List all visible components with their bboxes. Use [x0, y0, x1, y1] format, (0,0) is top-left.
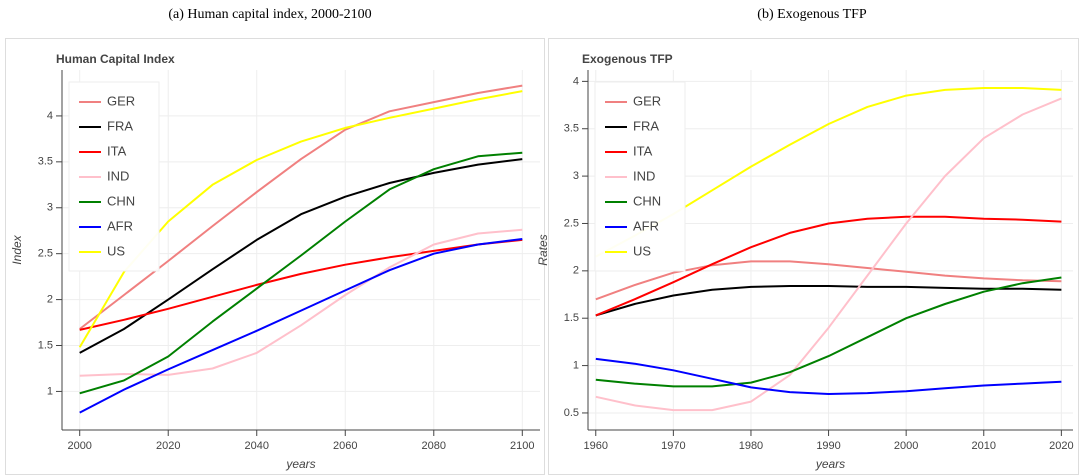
legend-label: CHN	[107, 193, 135, 208]
legend-label: GER	[633, 93, 661, 108]
chart-title: Human Capital Index	[56, 52, 175, 66]
series-line	[595, 215, 1062, 317]
legend-label: IND	[633, 168, 655, 183]
y-tick-label: 1	[573, 359, 579, 371]
legend-label: AFR	[107, 218, 133, 233]
y-tick-label: 3.5	[38, 156, 53, 168]
series-line	[79, 238, 523, 414]
y-tick-label: 2	[47, 293, 53, 305]
legend-label: IND	[107, 168, 129, 183]
y-tick-label: 1	[47, 385, 53, 397]
x-tick-label: 1960	[584, 440, 608, 452]
x-tick-label: 2020	[156, 440, 180, 452]
series-line	[595, 260, 1062, 301]
series-line	[79, 228, 523, 377]
y-tick-label: 3.5	[564, 123, 579, 135]
legend-label: CHN	[633, 193, 661, 208]
legend-label: ITA	[107, 143, 127, 158]
y-tick-label: 3	[573, 170, 579, 182]
y-tick-label: 3	[47, 202, 53, 214]
x-tick-label: 1990	[816, 440, 840, 452]
series-line	[79, 238, 523, 331]
y-tick-label: 0.5	[564, 407, 579, 419]
legend-label: AFR	[633, 218, 659, 233]
chart-title: Exogenous TFP	[582, 52, 673, 66]
legend-label: GER	[107, 93, 135, 108]
series-line	[79, 158, 523, 354]
y-tick-label: 2.5	[564, 217, 579, 229]
x-tick-label: 2040	[244, 440, 268, 452]
legend-label: FRA	[633, 118, 659, 133]
y-tick-label: 4	[573, 75, 579, 87]
y-tick-label: 2.5	[38, 248, 53, 260]
y-axis-label: Index	[10, 234, 24, 264]
series-line	[595, 285, 1062, 317]
y-axis-label: Rates	[536, 234, 550, 265]
series-line	[595, 97, 1062, 412]
x-tick-label: 2100	[510, 440, 534, 452]
series-line	[595, 357, 1062, 395]
y-tick-label: 4	[47, 110, 53, 122]
x-tick-label: 1970	[661, 440, 685, 452]
legend-label: FRA	[107, 118, 133, 133]
y-tick-label: 2	[573, 265, 579, 277]
caption: (a) Human capital index, 2000-2100	[168, 7, 371, 22]
series-line	[79, 151, 523, 395]
x-tick-label: 2010	[972, 440, 996, 452]
x-tick-label: 2080	[422, 440, 446, 452]
x-tick-label: 2060	[333, 440, 357, 452]
x-tick-label: 1980	[739, 440, 763, 452]
legend-label: ITA	[633, 143, 653, 158]
x-tick-label: 2000	[894, 440, 918, 452]
legend-label: US	[633, 243, 651, 258]
y-tick-label: 1.5	[38, 339, 53, 351]
x-axis-label: years	[815, 457, 845, 471]
caption: (b) Exogenous TFP	[757, 7, 867, 22]
y-tick-label: 1.5	[564, 312, 579, 324]
series-line	[79, 84, 523, 330]
x-tick-label: 2000	[67, 440, 91, 452]
x-tick-label: 2020	[1049, 440, 1073, 452]
x-axis-label: years	[285, 457, 315, 471]
legend-label: US	[107, 243, 125, 258]
series-line	[595, 276, 1062, 388]
